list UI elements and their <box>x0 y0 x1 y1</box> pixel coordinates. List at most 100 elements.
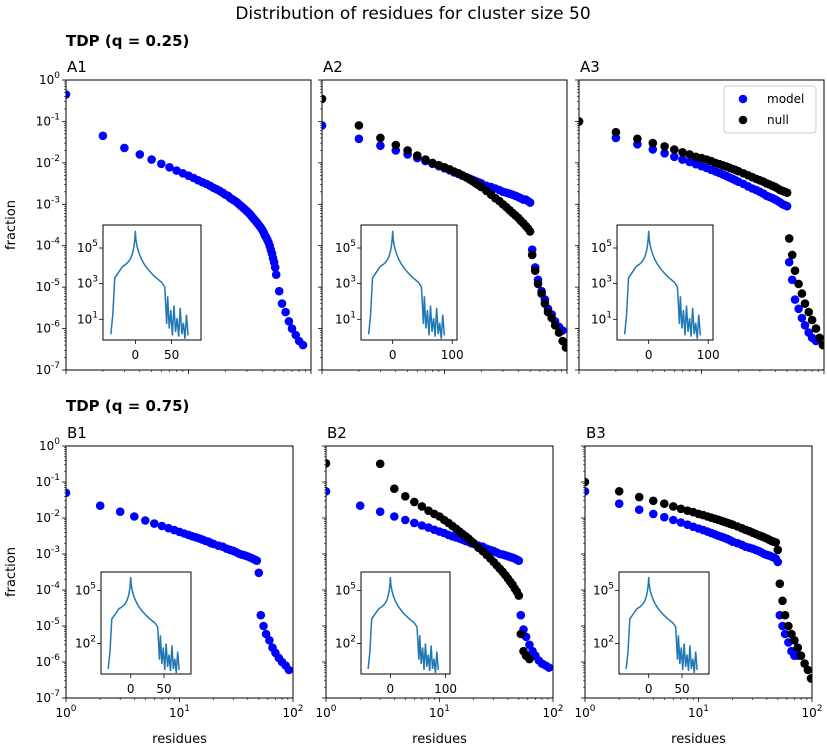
point-null <box>533 279 543 289</box>
point-model <box>95 501 105 511</box>
y-tick-label: 10-3 <box>36 545 60 561</box>
point-model <box>780 629 790 639</box>
point-model <box>782 201 792 211</box>
group-title-q025: TDP (q = 0.25) <box>66 32 189 50</box>
point-model <box>261 629 271 639</box>
point-null <box>790 266 800 276</box>
point-model <box>98 131 108 141</box>
point-null <box>807 315 817 325</box>
inset-bg <box>361 225 457 340</box>
point-null <box>525 654 534 664</box>
point-null <box>771 538 781 547</box>
point-model <box>670 152 679 162</box>
x-tick-label: 101 <box>688 704 709 720</box>
point-null <box>375 459 385 469</box>
point-model <box>516 610 526 620</box>
point-model <box>165 163 174 172</box>
point-null <box>537 289 546 298</box>
y-tick-label: 10-7 <box>36 361 60 377</box>
inset-y-tick-label: 105 <box>77 239 98 255</box>
panel-frame <box>584 445 813 699</box>
point-model <box>66 90 71 99</box>
inset-B1: 0 50 102 105 <box>75 571 192 696</box>
inset-frame <box>618 571 710 675</box>
point-model <box>115 507 125 516</box>
point-null <box>410 497 419 507</box>
legend-label-null: null <box>767 113 789 127</box>
point-model <box>287 324 297 333</box>
point-null <box>403 146 412 155</box>
point-null <box>794 279 803 289</box>
point-model <box>794 304 803 314</box>
inset-x-tick-label: 0 <box>132 348 140 362</box>
inset-y-tick-label: 103 <box>335 275 356 291</box>
x-tick-label: 101 <box>429 704 450 720</box>
point-null <box>527 250 537 260</box>
panel-title: B2 <box>327 424 347 442</box>
point-model <box>259 621 268 631</box>
x-axis-label: residues <box>671 732 726 747</box>
point-model <box>390 512 399 521</box>
inset-y-tick-label: 105 <box>593 581 614 597</box>
point-null <box>514 591 524 600</box>
point-model <box>157 521 167 531</box>
point-model <box>141 516 150 525</box>
point-null <box>780 610 790 620</box>
point-null <box>676 504 686 514</box>
point-null <box>547 313 556 323</box>
inset-x-tick-label: 0 <box>127 682 135 696</box>
point-model <box>669 515 678 525</box>
point-model <box>634 505 644 514</box>
point-model <box>585 487 590 496</box>
point-model <box>281 307 290 317</box>
point-model <box>773 557 783 567</box>
point-model <box>355 501 365 511</box>
point-null <box>322 94 327 104</box>
point-model <box>660 149 669 158</box>
point-null <box>797 289 807 298</box>
point-null <box>561 343 567 352</box>
point-model <box>376 141 385 150</box>
inset-A1: 0 50 101 103 105 <box>77 224 202 362</box>
point-model <box>797 313 807 323</box>
point-model <box>284 665 293 675</box>
point-null <box>634 492 644 502</box>
point-model <box>544 663 553 672</box>
x-tick-label: 100 <box>55 704 76 720</box>
x-tick-label: 100 <box>574 704 595 720</box>
y-tick-label: 10-6 <box>36 653 61 669</box>
inset-y-tick-label: 105 <box>75 581 96 597</box>
point-null <box>782 188 792 197</box>
inset-y-tick-label: 101 <box>591 310 612 326</box>
panel-title: B1 <box>67 424 87 442</box>
y-tick-label: 10-4 <box>36 237 61 253</box>
data-points <box>585 477 812 683</box>
point-model <box>298 340 308 350</box>
point-null <box>585 477 590 487</box>
point-model <box>271 270 281 280</box>
x-tick-label: 101 <box>169 704 190 720</box>
point-null <box>516 629 526 639</box>
point-null <box>354 121 364 130</box>
inset-frame <box>100 571 192 675</box>
suptitle: Distribution of residues for cluster siz… <box>235 4 590 24</box>
legend-marker-model <box>738 94 748 104</box>
x-tick-label: 100 <box>315 704 336 720</box>
panel-title: A1 <box>67 58 87 76</box>
inset-y-tick-label: 103 <box>77 275 98 291</box>
point-null <box>390 484 399 494</box>
point-model <box>514 556 524 565</box>
inset-x-tick-label: 50 <box>156 682 171 696</box>
inset-bg <box>617 225 713 340</box>
panel-title: A3 <box>580 58 600 76</box>
inset-frame <box>102 224 202 341</box>
inset-bg <box>101 572 191 674</box>
point-model <box>265 636 274 645</box>
point-model <box>256 610 266 620</box>
x-tick-label: 102 <box>801 704 822 720</box>
inset-frame <box>360 224 458 341</box>
y-tick-label: 10-5 <box>36 278 60 294</box>
inset-x-tick-label: 0 <box>645 348 653 362</box>
point-null <box>803 665 812 675</box>
